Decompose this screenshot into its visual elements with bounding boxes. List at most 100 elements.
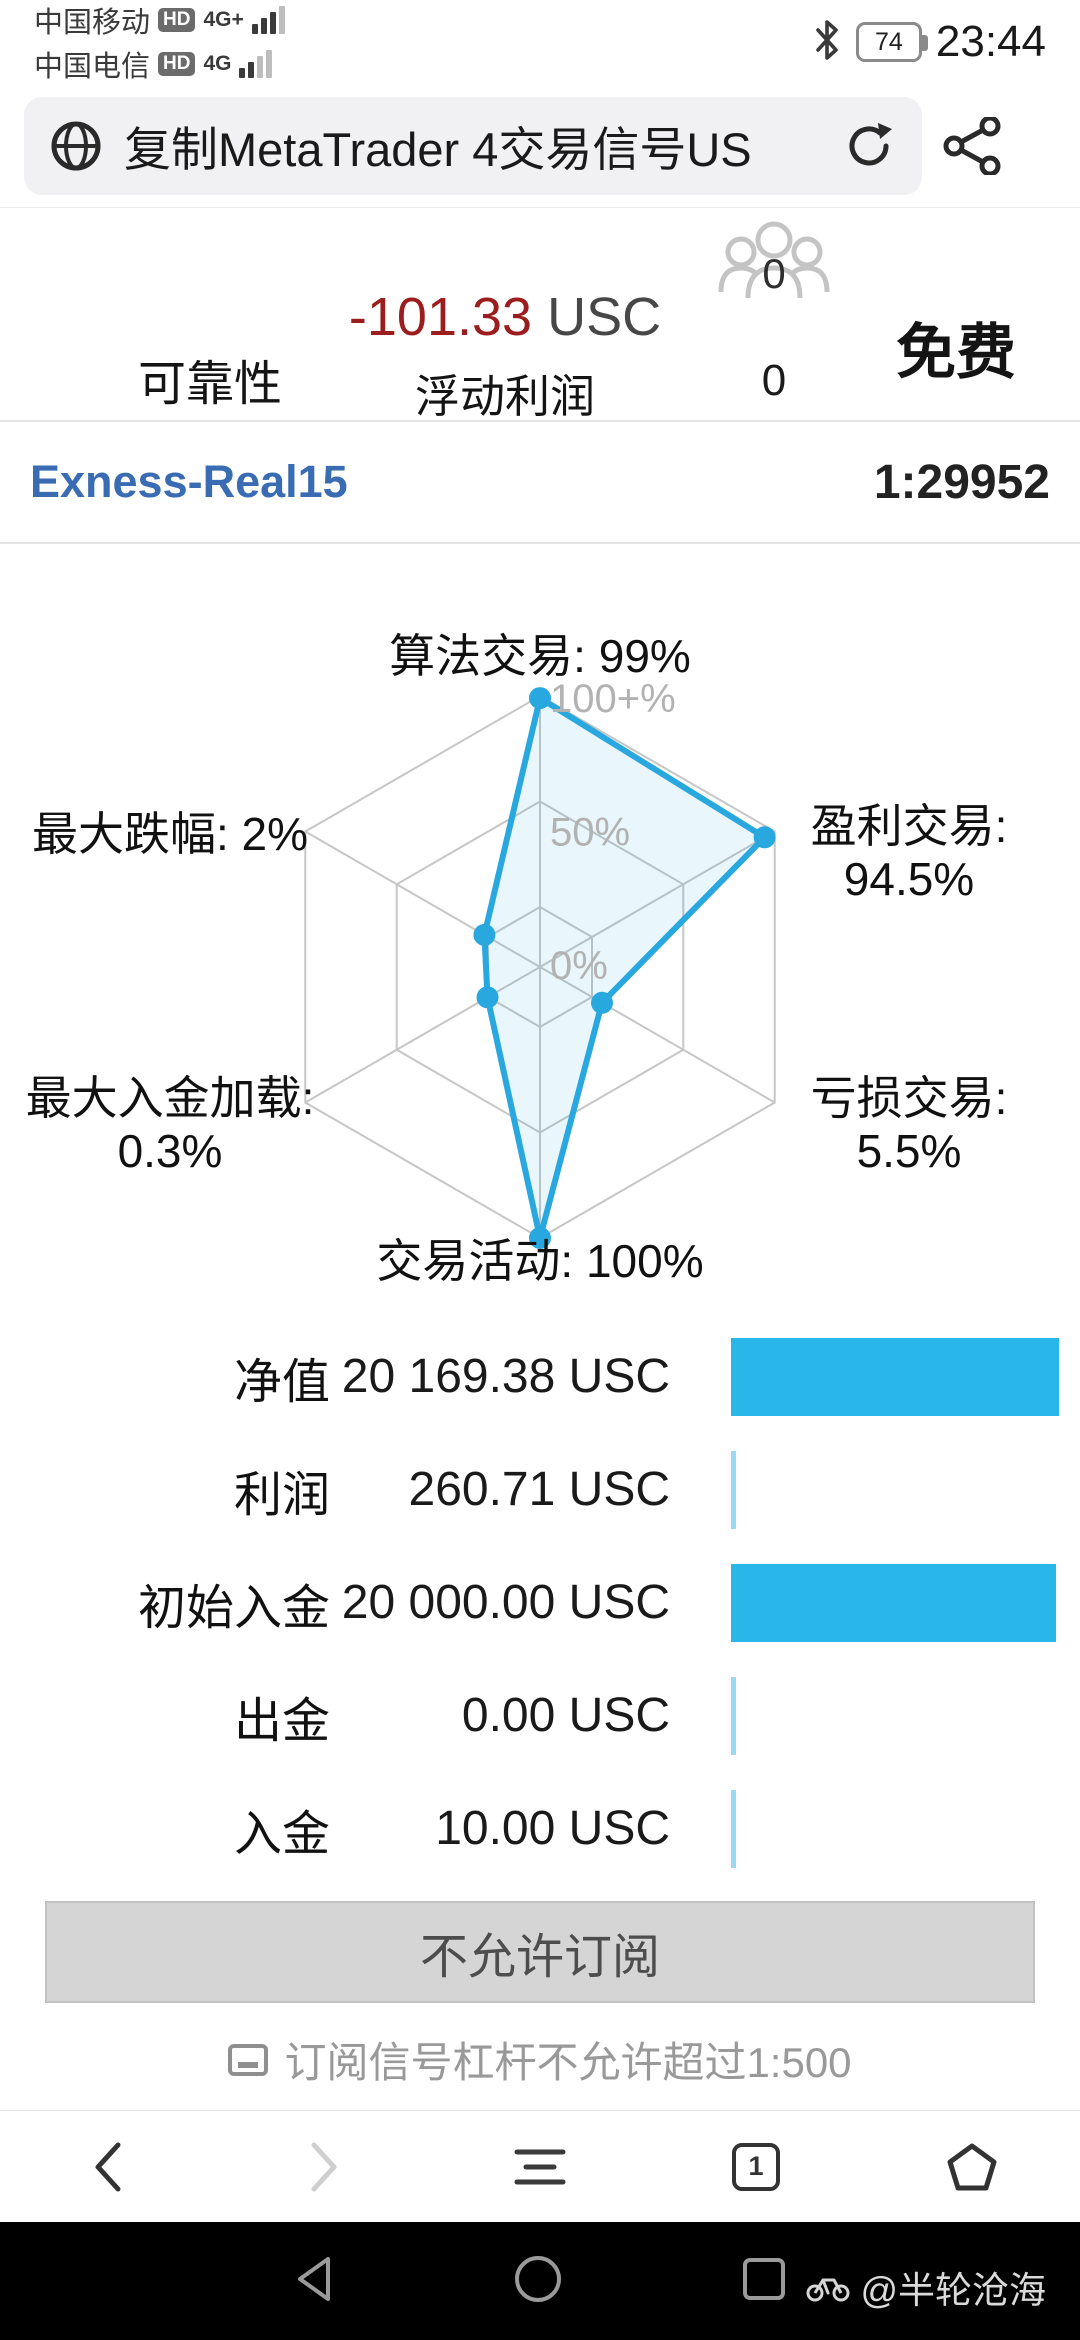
carrier-info: 中国移动 HD 4G+ 中国电信 HD 4G: [34, 0, 285, 85]
menu-icon: [514, 2149, 566, 2184]
bluetooth-icon: [812, 17, 842, 68]
stat-bar-fill: [731, 1563, 1057, 1642]
axis-label-algo-trading: 算法交易: 99%: [389, 630, 691, 682]
watermark: @半轮沧海: [806, 2260, 1046, 2314]
tab-count-icon: 1: [732, 2142, 780, 2191]
browser-menu-button[interactable]: [432, 2111, 648, 2222]
stat-row-withdrawal: 出金 0.00 USC: [0, 1659, 1080, 1772]
stat-bar-track: [731, 1789, 1059, 1868]
leverage-note-icon: [228, 2043, 269, 2076]
stat-bar-track: [731, 1450, 1059, 1529]
carrier-row-1: 中国移动 HD 4G+: [34, 0, 285, 41]
forward-chevron-icon: [311, 2142, 337, 2191]
browser-home-button[interactable]: [864, 2111, 1080, 2222]
account-row: Exness-Real15 1:29952: [0, 422, 1080, 544]
axis-label-profit-trades: 盈利交易: 94.5%: [810, 800, 1008, 905]
carrier-name: 中国电信: [34, 51, 151, 83]
nav-back-triangle-icon: [298, 2256, 330, 2301]
radar-svg: 100+% 50% 0%: [304, 677, 776, 1249]
stat-value: 20 000.00 USC: [341, 1576, 670, 1629]
url-text[interactable]: 复制MetaTrader 4交易信号US: [124, 123, 752, 176]
stat-value: 20 169.38 USC: [341, 1350, 670, 1403]
axis-label-trading-activity: 交易活动: 100%: [376, 1235, 704, 1287]
nav-recents-square-icon: [743, 2257, 785, 2300]
battery-level: 74: [874, 27, 903, 56]
signal-summary-header: 可靠性 -101.33 USC 浮动利润 0 0 免费: [0, 208, 1080, 422]
leverage-note-text: 订阅信号杠杆不允许超过1:500: [284, 2039, 852, 2086]
floating-profit-label: 浮动利润: [414, 371, 595, 422]
stat-row-equity: 净值 20 169.38 USC: [0, 1320, 1080, 1433]
carrier-row-2: 中国电信 HD 4G: [34, 43, 285, 85]
stat-bar-fill: [731, 1450, 736, 1529]
stat-bar-fill: [731, 1337, 1059, 1416]
svg-text:100+%: 100+%: [550, 677, 676, 721]
stat-bar-fill: [731, 1676, 736, 1755]
battery-icon: 74: [855, 22, 928, 62]
back-chevron-icon: [95, 2142, 121, 2191]
stat-label: 利润: [233, 1468, 330, 1522]
network-type: 4G+: [203, 8, 244, 31]
home-icon: [947, 2143, 997, 2190]
system-nav-bar: @半轮沧海: [0, 2222, 1080, 2340]
reliability-label: 可靠性: [138, 358, 283, 411]
axis-label-max-drawdown: 最大跌幅: 2%: [31, 808, 309, 860]
browser-back-button[interactable]: [0, 2111, 216, 2222]
stat-label: 出金: [233, 1694, 330, 1748]
stat-bar-track: [731, 1337, 1059, 1416]
floating-profit-currency: USC: [532, 287, 662, 347]
stat-bar-track: [731, 1676, 1059, 1755]
svg-text:50%: 50%: [550, 811, 630, 855]
network-type: 4G: [203, 52, 232, 75]
stat-value: 0.00 USC: [461, 1689, 670, 1742]
radar-chart-area: 100+% 50% 0% 算法交易: 99% 盈利交易: 94.5% 亏损交易: 5.5…: [0, 544, 1080, 1296]
nav-recents-button[interactable]: [740, 2255, 788, 2308]
address-bar[interactable]: 复制MetaTrader 4交易信号US: [24, 96, 922, 195]
leverage-value: 1:29952: [873, 455, 1050, 509]
hd-badge: HD: [158, 8, 196, 32]
tab-count: 1: [748, 2151, 764, 2181]
hd-badge: HD: [158, 52, 196, 76]
subscribe-button[interactable]: 不允许订阅: [45, 1901, 1035, 2003]
stat-label: 初始入金: [137, 1581, 330, 1635]
stat-value: 260.71 USC: [408, 1463, 671, 1516]
svg-text:0%: 0%: [550, 944, 608, 988]
carrier-name: 中国移动: [34, 7, 151, 39]
stat-value: 10.00 USC: [435, 1802, 670, 1855]
axis-label-loss-trades: 亏损交易: 5.5%: [810, 1072, 1008, 1177]
globe-icon: [50, 120, 102, 172]
browser-toolbar: 1: [0, 2110, 1080, 2222]
floating-profit-block: -101.33 USC 浮动利润: [300, 286, 710, 425]
stat-bar-track: [731, 1563, 1059, 1642]
subscribers-overlay-count: 0: [762, 250, 786, 297]
leverage-note: 订阅信号杠杆不允许超过1:500: [0, 2029, 1080, 2090]
stat-bar-fill: [731, 1789, 736, 1868]
subscribers-block: 0 0: [712, 214, 836, 405]
watermark-logo-icon: [806, 2278, 850, 2302]
nav-home-button[interactable]: [512, 2253, 564, 2310]
share-button[interactable]: [942, 116, 1004, 175]
signal-bars-icon: [239, 50, 273, 78]
subscribers-people-icon: [718, 221, 830, 299]
signal-bars-icon: [251, 6, 285, 34]
account-stats: 净值 20 169.38 USC 利润 260.71 USC 初始入金 20 0…: [0, 1296, 1080, 1885]
browser-tabs-button[interactable]: 1: [648, 2111, 864, 2222]
browser-forward-button[interactable]: [216, 2111, 432, 2222]
broker-server-link[interactable]: Exness-Real15: [30, 456, 348, 507]
subscribers-count: 0: [761, 356, 787, 405]
price-label: 免费: [896, 319, 1016, 386]
stat-row-deposit: 入金 10.00 USC: [0, 1772, 1080, 1885]
status-time: 23:44: [935, 17, 1046, 66]
stat-label: 入金: [233, 1807, 330, 1861]
browser-address-area: 复制MetaTrader 4交易信号US: [0, 84, 1080, 208]
nav-back-button[interactable]: [292, 2253, 336, 2310]
watermark-text: @半轮沧海: [860, 2270, 1046, 2311]
floating-profit-value: -101.33: [348, 287, 533, 347]
stat-row-profit: 利润 260.71 USC: [0, 1433, 1080, 1546]
stat-row-initial-deposit: 初始入金 20 000.00 USC: [0, 1546, 1080, 1659]
axis-label-max-deposit-load: 最大入金加载: 0.3%: [25, 1072, 315, 1177]
refresh-button[interactable]: [842, 119, 896, 173]
status-bar: 中国移动 HD 4G+ 中国电信 HD 4G 74 23:44: [0, 0, 1080, 84]
nav-home-circle-icon: [515, 2255, 561, 2302]
stat-label: 净值: [233, 1355, 330, 1409]
